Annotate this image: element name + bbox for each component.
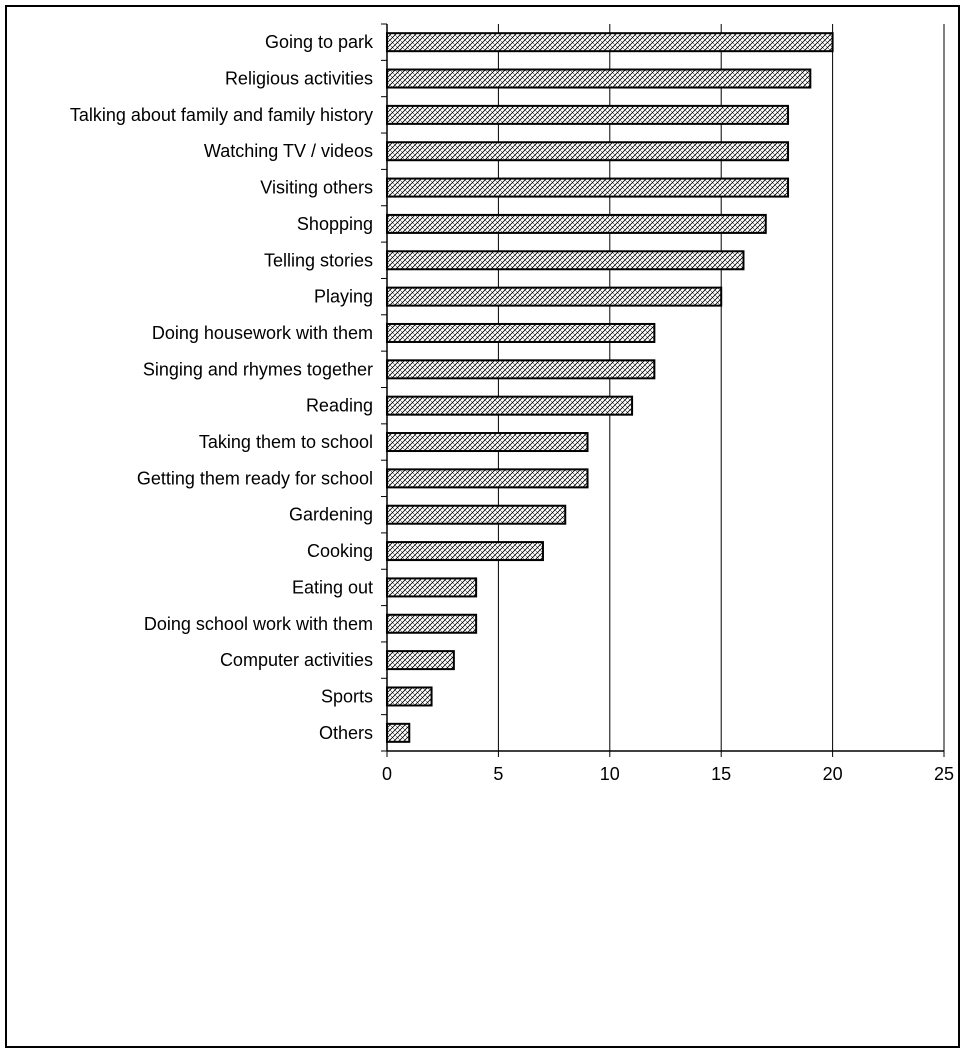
axes <box>381 23 945 757</box>
category-label: Going to park <box>265 32 374 52</box>
category-label: Computer activities <box>220 650 373 670</box>
category-label: Gardening <box>289 505 373 525</box>
category-label: Shopping <box>297 214 373 234</box>
x-tick-label: 0 <box>382 764 392 784</box>
bar <box>386 68 812 89</box>
category-label: Religious activities <box>225 69 373 89</box>
bar <box>386 468 589 489</box>
category-label: Talking about family and family history <box>70 105 373 125</box>
bar <box>386 32 834 53</box>
bar <box>386 432 589 453</box>
category-label: Getting them ready for school <box>137 468 373 488</box>
category-label: Cooking <box>307 541 373 561</box>
bar <box>386 250 745 271</box>
x-tick-label: 10 <box>600 764 620 784</box>
bar <box>386 541 544 562</box>
bar <box>386 286 723 307</box>
bar <box>386 577 478 598</box>
bar <box>386 504 567 525</box>
x-tick-label: 20 <box>823 764 843 784</box>
bar <box>386 395 634 416</box>
category-label: Doing school work with them <box>144 614 373 634</box>
bars <box>386 32 834 743</box>
bar <box>386 177 790 198</box>
gridlines <box>497 24 945 751</box>
bar <box>386 650 455 671</box>
category-label: Reading <box>306 396 373 416</box>
category-label: Taking them to school <box>199 432 373 452</box>
category-label: Doing housework with them <box>152 323 373 343</box>
bar <box>386 722 411 743</box>
category-label: Watching TV / videos <box>204 141 373 161</box>
bar <box>386 359 656 380</box>
x-tick-label: 25 <box>934 764 954 784</box>
bar <box>386 141 790 162</box>
x-tick-label: 5 <box>493 764 503 784</box>
category-label: Playing <box>314 287 373 307</box>
bar <box>386 104 790 125</box>
category-label: Telling stories <box>264 250 373 270</box>
x-tick-labels: 0 5 10 15 20 25 <box>382 764 954 784</box>
bar <box>386 213 767 234</box>
category-label: Eating out <box>292 577 373 597</box>
bar <box>386 322 656 343</box>
category-labels: Going to park Religious activities Talking… <box>70 32 374 743</box>
x-tick-label: 15 <box>711 764 731 784</box>
category-label: Singing and rhymes together <box>143 359 373 379</box>
category-label: Sports <box>321 686 373 706</box>
category-label: Others <box>319 723 373 743</box>
bar <box>386 613 478 634</box>
category-label: Visiting others <box>260 178 373 198</box>
bar <box>386 686 433 707</box>
